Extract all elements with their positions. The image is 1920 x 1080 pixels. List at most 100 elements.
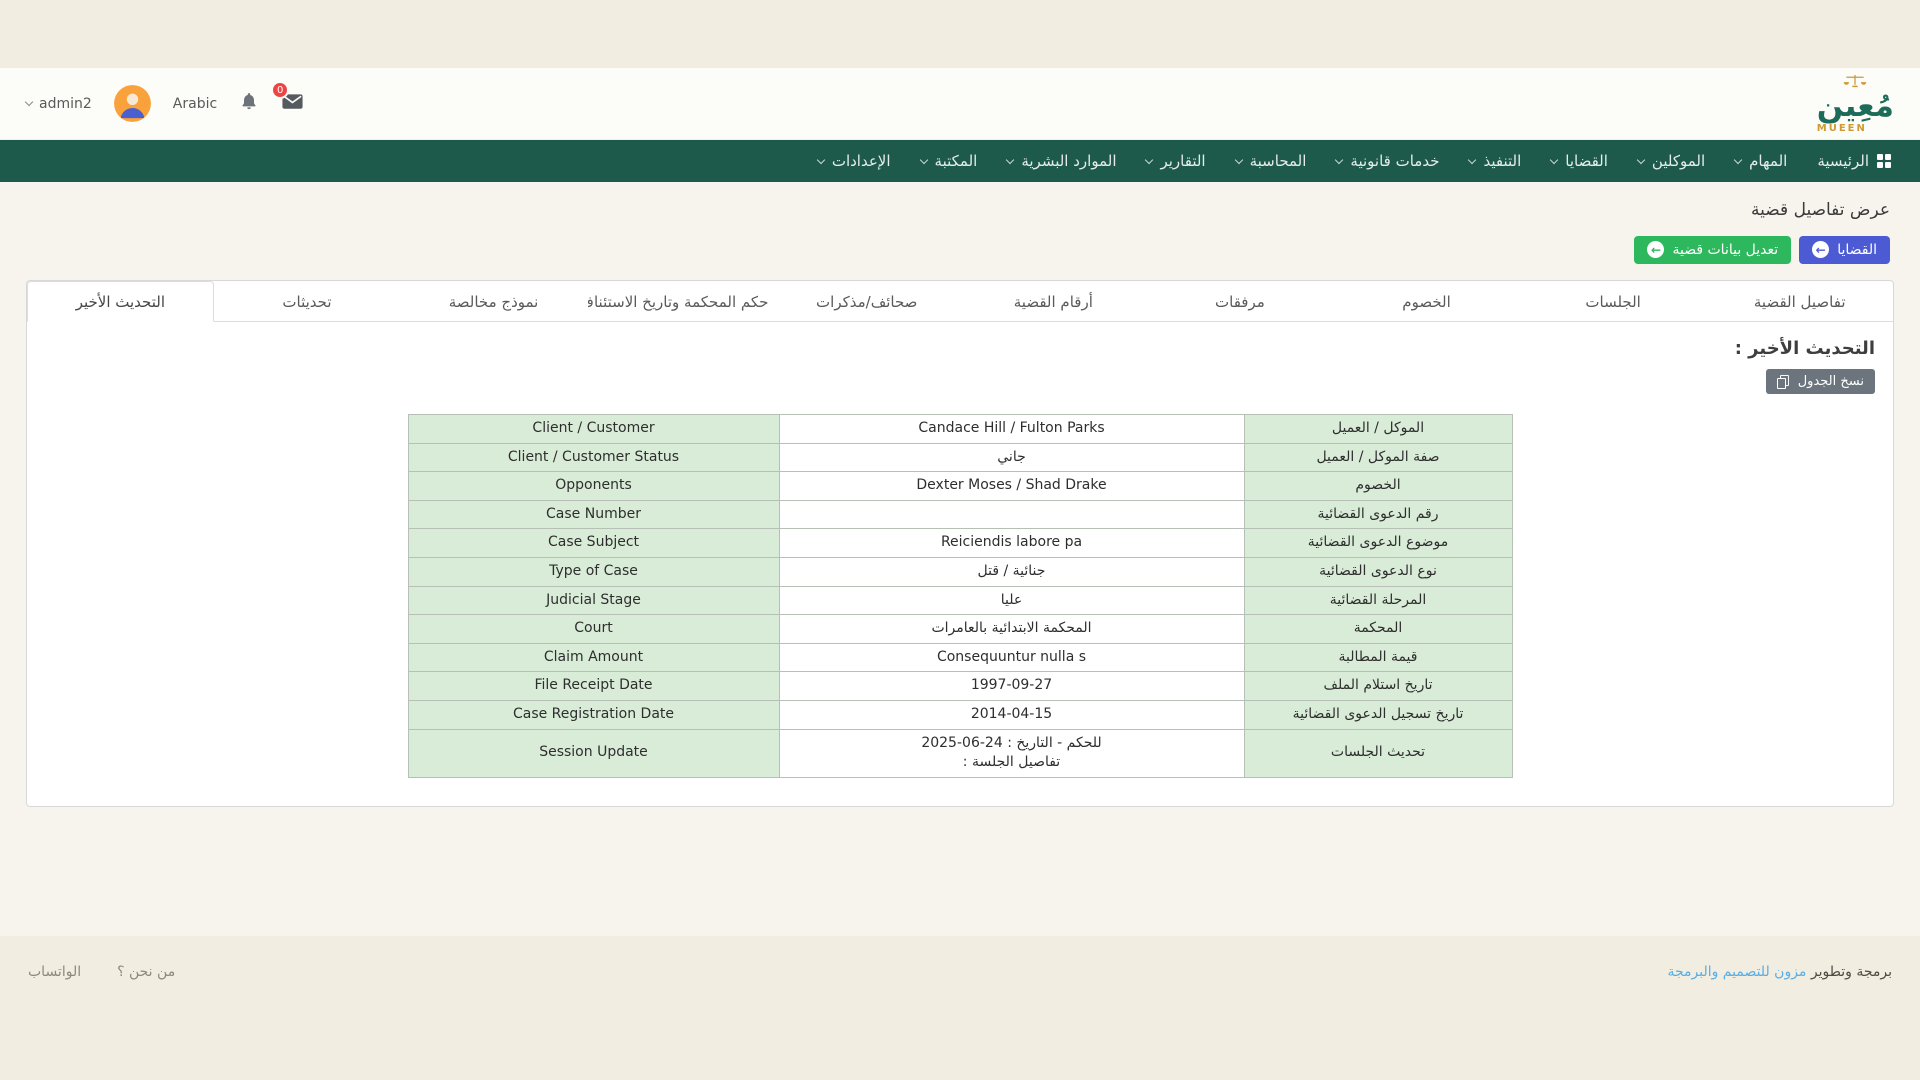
row-label-ar: المرحلة القضائية	[1243, 585, 1513, 616]
nav-item-clients[interactable]: الموكلين	[1623, 140, 1720, 182]
tab-opponents[interactable]: الخصوم	[1402, 293, 1451, 311]
chevron-down-icon	[1733, 155, 1743, 165]
row-label-en: Court	[407, 614, 780, 644]
avatar[interactable]	[113, 85, 151, 122]
copy-icon	[1776, 374, 1790, 389]
row-value: Consequuntur nulla s	[778, 642, 1245, 673]
table-row: المحكمة المحكمة الابتدائية بالعامرات Court	[407, 614, 1513, 644]
row-label-en: Claim Amount	[407, 642, 780, 673]
cases-button-label: القضايا	[1837, 241, 1877, 258]
table-row: المرحلة القضائية عليا Judicial Stage	[407, 585, 1513, 616]
action-buttons: القضايا ← تعديل بيانات قضية ←	[0, 220, 1920, 264]
nav-item-settings[interactable]: الإعدادات	[803, 140, 906, 182]
case-card: تفاصيل القضية الجلسات الخصوم مرفقات أرقام ال…	[26, 280, 1894, 807]
tab-case-details[interactable]: تفاصيل القضية	[1753, 293, 1846, 311]
footer-link-whatsapp[interactable]: الواتساب	[28, 964, 82, 980]
edit-case-button[interactable]: تعديل بيانات قضية ←	[1634, 236, 1792, 264]
copy-table-label: نسخ الجدول	[1797, 374, 1864, 389]
nav-item-label: المهام	[1749, 152, 1788, 170]
nav-item-legal-services[interactable]: خدمات قانونية	[1321, 140, 1454, 182]
messages-badge: 0	[271, 81, 290, 99]
row-value: المحكمة الابتدائية بالعامرات	[778, 614, 1245, 644]
cases-button[interactable]: القضايا ←	[1799, 236, 1890, 264]
row-label-ar: الموكل / العميل	[1243, 414, 1513, 444]
nav-item-label: المكتبة	[934, 152, 978, 170]
row-label-ar: رقم الدعوى القضائية	[1243, 499, 1513, 530]
row-label-ar: نوع الدعوى القضائية	[1243, 556, 1513, 587]
nav-item-execution[interactable]: التنفيذ	[1454, 140, 1536, 182]
tab-memos[interactable]: صحائف/مذكرات	[816, 293, 918, 311]
language-switcher[interactable]: Arabic	[173, 96, 217, 112]
row-label-en: Opponents	[407, 471, 780, 501]
nav-item-label: خدمات قانونية	[1350, 152, 1440, 170]
chevron-down-icon	[1468, 155, 1477, 165]
row-value: 2014-04-15	[778, 699, 1245, 730]
tab-release-form[interactable]: نموذج مخالصة	[448, 293, 539, 311]
footer-link-about[interactable]: من نحن ؟	[117, 964, 176, 980]
table-row: موضوع الدعوى القضائية Reiciendis labore p…	[407, 528, 1513, 558]
row-label-en: Client / Customer Status	[407, 442, 780, 473]
developer-link[interactable]: مزون للتصميم والبرمجة	[1667, 964, 1807, 980]
table-row: قيمة المطالبة Consequuntur nulla s Claim A…	[407, 642, 1513, 673]
row-label-ar: تحديث الجلسات	[1243, 728, 1513, 778]
row-label-en: Type of Case	[407, 556, 780, 587]
nav-item-tasks[interactable]: المهام	[1720, 140, 1802, 182]
nav-item-label: التقارير	[1160, 152, 1206, 170]
nav-item-label: القضايا	[1565, 152, 1608, 170]
tab-judgment[interactable]: حكم المحكمة وتاريخ الاستئناف	[586, 293, 769, 311]
tab-sessions[interactable]: الجلسات	[1585, 293, 1641, 311]
chevron-down-icon	[1006, 155, 1015, 165]
row-label-ar: المحكمة	[1243, 614, 1513, 644]
nav-item-library[interactable]: المكتبة	[906, 140, 993, 182]
nav-item-label: الإعدادات	[831, 152, 891, 170]
main-content: عرض تفاصيل قضية القضايا ← تعديل بيانات ق…	[0, 182, 1920, 936]
messages-button[interactable]: 0	[271, 81, 304, 117]
row-label-ar: صفة الموكل / العميل	[1243, 442, 1513, 473]
row-label-en: Session Update	[407, 728, 780, 778]
latest-update-panel: التحديث الأخير : نسخ الجدول الموكل / الع…	[27, 322, 1893, 806]
copy-table-button[interactable]: نسخ الجدول	[1765, 369, 1875, 394]
main-nav: الرئيسية المهام الموكلين القضايا التنفيذ خدما…	[0, 140, 1920, 182]
grid-icon	[1877, 154, 1891, 168]
row-label-en: File Receipt Date	[407, 671, 780, 701]
table-row: الموكل / العميل Candace Hill / Fulton Par…	[407, 414, 1513, 444]
top-strip	[0, 0, 1920, 68]
row-value	[778, 499, 1245, 530]
developer-credit: برمجة وتطوير مزون للتصميم والبرمجة	[1667, 964, 1892, 980]
nav-item-hr[interactable]: الموارد البشرية	[992, 140, 1131, 182]
app-logo[interactable]: مُعِين MUEEN	[1817, 74, 1894, 134]
row-label-en: Case Number	[407, 499, 780, 530]
nav-item-label: التنفيذ	[1483, 152, 1522, 170]
row-value: Candace Hill / Fulton Parks	[778, 414, 1245, 444]
scales-icon	[1842, 74, 1868, 91]
nav-item-cases[interactable]: القضايا	[1536, 140, 1623, 182]
chevron-down-icon	[1335, 155, 1344, 165]
notifications-button[interactable]	[239, 91, 259, 116]
language-label: Arabic	[172, 95, 218, 112]
chevron-down-icon	[1550, 155, 1559, 165]
row-label-ar: تاريخ استلام الملف	[1243, 671, 1513, 701]
nav-item-accounting[interactable]: المحاسبة	[1221, 140, 1322, 182]
row-label-en: Case Subject	[407, 528, 780, 558]
panel-heading: التحديث الأخير :	[1734, 338, 1875, 359]
footer-links: من نحن ؟ الواتساب	[28, 964, 175, 980]
table-row: تاريخ تسجيل الدعوى القضائية 2014-04-15 Cas…	[407, 699, 1513, 730]
tab-latest-update[interactable]: التحديث الأخير	[27, 281, 214, 322]
tab-attachments[interactable]: مرفقات	[1215, 293, 1265, 311]
tab-updates[interactable]: تحديثات	[282, 293, 332, 311]
nav-item-home[interactable]: الرئيسية	[1802, 140, 1906, 182]
nav-item-label: الرئيسية	[1817, 152, 1869, 170]
nav-item-label: الموارد البشرية	[1021, 152, 1117, 170]
nav-item-reports[interactable]: التقارير	[1131, 140, 1220, 182]
footer: برمجة وتطوير مزون للتصميم والبرمجة من نح…	[0, 936, 1920, 1080]
row-label-en: Judicial Stage	[407, 585, 780, 616]
chevron-down-icon	[1234, 155, 1243, 165]
chevron-down-icon	[24, 97, 34, 107]
row-value: للحكم - التاريخ : 24-06-2025 تفاصيل الجلس…	[778, 728, 1245, 778]
user-menu[interactable]: admin2	[24, 96, 92, 112]
table-row: تاريخ استلام الملف 1997-09-27 File Receipt…	[407, 671, 1513, 701]
row-label-en: Client / Customer	[407, 414, 780, 444]
chevron-down-icon	[919, 155, 928, 165]
row-value: جاني	[778, 442, 1245, 473]
tab-case-numbers[interactable]: أرقام القضية	[1013, 293, 1093, 311]
